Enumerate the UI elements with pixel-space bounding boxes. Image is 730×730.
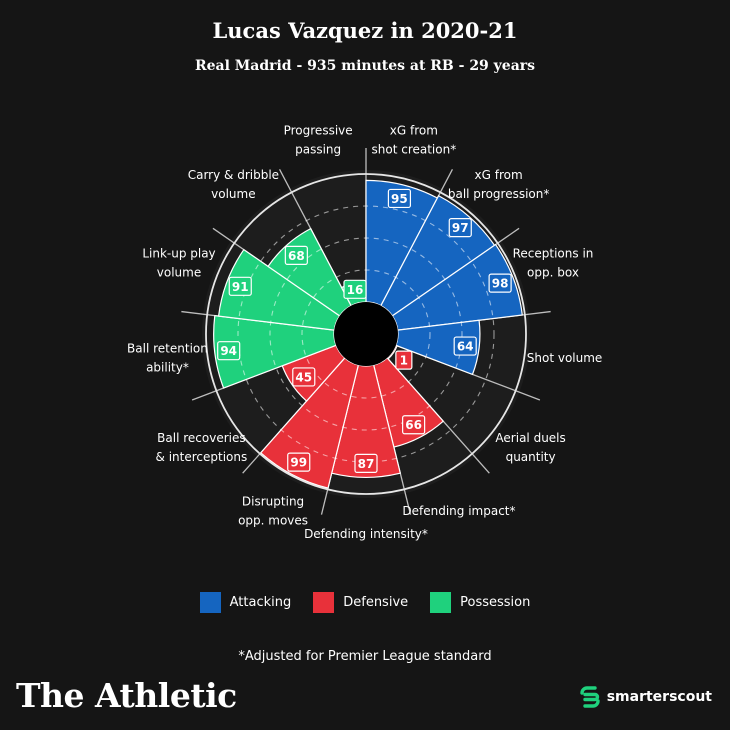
value-label: 64: [457, 340, 474, 354]
metric-label-line: quantity: [506, 450, 556, 464]
metric-label-line: Ball recoveries: [157, 431, 245, 445]
metric-label-line: Ball retention: [127, 342, 208, 356]
value-label: 16: [347, 283, 364, 297]
metric-label-line: xG from: [475, 168, 523, 182]
value-label: 91: [232, 280, 249, 294]
chart-title: Lucas Vazquez in 2020-21: [212, 18, 518, 43]
value-badge-box: [343, 279, 367, 299]
metric-label: Shot volume: [527, 351, 603, 365]
metric-label-line: ball progression*: [448, 187, 550, 201]
metric-label-line: volume: [211, 187, 255, 201]
metric-label: Progressive passing: [284, 123, 353, 156]
value-badge: 97: [448, 217, 472, 238]
radar-wedge: [365, 179, 439, 307]
value-badge: 68: [284, 245, 308, 265]
value-label: 1: [400, 354, 408, 368]
metric-label: Defending intensity*: [304, 527, 428, 541]
metric-label-line: Link-up play: [142, 247, 215, 261]
value-badge-box: [354, 453, 378, 473]
radar-center: [334, 302, 398, 366]
value-label: 99: [290, 456, 307, 470]
metric-label-line: Carry & dribble: [188, 168, 279, 182]
radar-ring: [269, 237, 463, 431]
value-badge: 95: [387, 188, 412, 209]
value-badge: 87: [354, 453, 378, 473]
value-badge-box: [217, 341, 241, 361]
value-badge-box: [395, 350, 413, 370]
value-badge: 64: [453, 336, 477, 356]
metric-label-line: Aerial duels: [495, 431, 565, 445]
metric-label: Carry & dribble volume: [188, 168, 279, 201]
metric-label-line: Receptions in: [513, 247, 594, 261]
smarterscout-label: smarterscout: [606, 689, 712, 705]
metric-label: Aerial duels quantity: [495, 431, 565, 464]
value-badge-box: [453, 336, 477, 356]
metric-label-line: & interceptions: [156, 450, 248, 464]
legend-label-defensive: Defensive: [343, 595, 409, 610]
metric-label: Receptions in opp. box: [513, 247, 594, 280]
legend-swatch-possession: [430, 592, 452, 613]
value-badge-box: [387, 188, 412, 209]
value-label: 87: [358, 457, 375, 471]
metric-label: xG from ball progression*: [448, 168, 550, 201]
the-athletic-logo: The Athletic: [16, 676, 237, 715]
metric-label: xG from shot creation*: [372, 123, 457, 156]
metric-label-line: opp. box: [527, 266, 579, 280]
legend-item-attacking: Attacking: [199, 592, 292, 613]
value-badge: 1: [395, 350, 413, 370]
legend-label-possession: Possession: [460, 595, 531, 610]
value-badge: 66: [402, 415, 426, 435]
value-label: 94: [220, 344, 237, 358]
value-badge-box: [448, 217, 472, 238]
value-label: 68: [288, 249, 305, 263]
value-badge: 16: [343, 279, 367, 299]
metric-label-line: Defending intensity*: [304, 527, 428, 541]
metric-label: Link-up play volume: [142, 247, 215, 280]
smarterscout-logo: smarterscout: [578, 686, 712, 708]
radar-outer-ring: [205, 173, 527, 495]
metric-label-line: Disrupting: [242, 495, 304, 509]
value-badge: 98: [488, 273, 512, 293]
legend-swatch-defensive: [313, 592, 335, 613]
value-badge-box: [292, 367, 316, 387]
value-badge: 45: [292, 367, 316, 387]
radar-wedge: [213, 314, 337, 389]
metric-label-line: opp. moves: [238, 514, 308, 528]
chart-subtitle: Real Madrid - 935 minutes at RB - 29 yea…: [194, 58, 536, 74]
metric-label-line: volume: [157, 266, 201, 280]
legend-item-possession: Possession: [430, 592, 530, 613]
metric-label-line: Progressive: [284, 123, 353, 137]
value-badge: 99: [287, 452, 311, 472]
metric-label-line: ability*: [146, 361, 189, 375]
value-badge-box: [284, 245, 308, 265]
metric-label: Ball retention ability*: [127, 342, 208, 375]
metric-label-line: xG from: [390, 123, 438, 137]
smarterscout-icon: [580, 686, 600, 708]
radar-ring: [301, 269, 431, 399]
legend-item-defensive: Defensive: [313, 592, 408, 613]
footnote: *Adjusted for Premier League standard: [238, 649, 492, 664]
value-label: 97: [452, 221, 469, 235]
value-badge-box: [228, 276, 252, 296]
value-badge-box: [488, 273, 512, 293]
metric-label: Defending impact*: [402, 504, 515, 518]
value-badge: 91: [228, 276, 252, 296]
legend-label-attacking: Attacking: [229, 595, 292, 610]
value-badge-box: [402, 415, 426, 435]
value-badge: 94: [217, 341, 241, 361]
value-label: 66: [405, 418, 422, 432]
metric-label-line: Shot volume: [527, 351, 603, 365]
value-label: 95: [391, 192, 408, 206]
metric-label-line: passing: [295, 142, 341, 156]
value-label: 45: [295, 370, 312, 384]
legend: Attacking Defensive Possession: [0, 592, 730, 613]
value-label: 98: [492, 277, 509, 291]
metric-label-line: Defending impact*: [402, 504, 515, 518]
value-badge-box: [287, 452, 311, 472]
metric-label-line: shot creation*: [372, 142, 457, 156]
metric-label: Ball recoveries & interceptions: [156, 431, 248, 464]
legend-swatch-attacking: [199, 592, 221, 613]
metric-label: Disrupting opp. moves: [238, 495, 308, 528]
